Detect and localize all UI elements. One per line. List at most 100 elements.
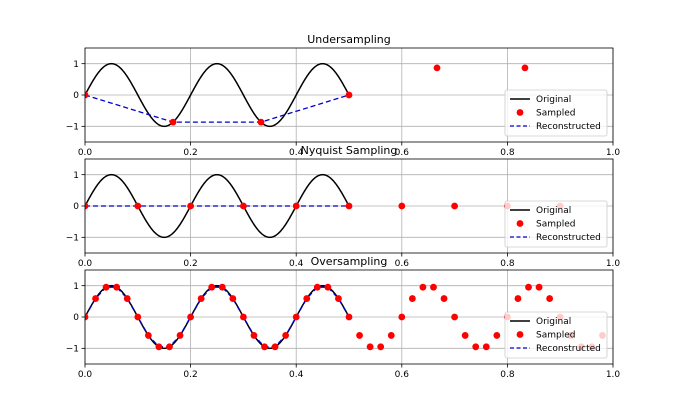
x-tick-label: 0.8 <box>500 370 515 380</box>
legend-box <box>504 89 608 137</box>
subplot-1: 0.0 0.2 0.4 0.6 0.8 1.0 1 0 −1 Original Sampled Rec… <box>66 47 621 158</box>
legend-sampled-label: Sampled <box>536 331 575 341</box>
y-tick-label: −1 <box>66 345 79 355</box>
x-tick-label: 0.2 <box>183 370 197 380</box>
sampled-point <box>419 283 427 291</box>
x-tick-label: 0.2 <box>183 259 197 269</box>
sampled-point <box>257 118 265 126</box>
subplot-title: Oversampling <box>311 255 388 268</box>
sampled-point <box>176 332 184 339</box>
sampled-point <box>85 202 89 210</box>
sampled-point <box>187 313 195 321</box>
legend-box <box>504 200 608 248</box>
sampled-point <box>356 332 363 339</box>
x-tick-label: 1.0 <box>606 259 621 269</box>
sampled-point <box>535 283 543 291</box>
sampled-point <box>440 295 448 302</box>
sampled-point <box>229 295 237 302</box>
sampled-point <box>398 313 406 321</box>
x-tick-label: 0.0 <box>78 259 93 269</box>
sampled-point <box>493 332 501 339</box>
sampled-point <box>134 313 142 321</box>
y-tick-label: 1 <box>73 60 79 70</box>
sampled-point <box>461 332 469 339</box>
reconstructed-signal-line <box>85 286 350 348</box>
sampled-point <box>345 91 353 99</box>
x-tick-label: 0.0 <box>78 370 93 380</box>
sampled-point <box>208 283 216 291</box>
sampled-point <box>451 202 458 210</box>
x-tick-label: 1.0 <box>606 148 621 158</box>
sampled-point <box>546 295 554 302</box>
sampled-point <box>92 295 99 302</box>
x-tick-label: 0.4 <box>289 259 304 269</box>
sampled-point <box>240 202 247 210</box>
legend-sampled-label: Sampled <box>536 109 575 119</box>
x-tick-label: 1.0 <box>606 370 621 380</box>
sampled-point <box>482 343 490 351</box>
legend: Original Sampled Reconstructed <box>504 200 608 248</box>
sampled-point <box>240 313 247 321</box>
sampled-point <box>451 313 458 321</box>
sampled-point <box>250 332 258 339</box>
legend-sampled-swatch <box>516 109 524 116</box>
sampled-point <box>155 343 163 351</box>
y-tick-label: 0 <box>73 313 79 323</box>
axes-frame <box>84 269 614 365</box>
axes-frame <box>84 47 614 143</box>
plot-area <box>85 62 529 128</box>
sampled-point <box>345 202 353 210</box>
x-tick-label: 0.4 <box>289 148 304 158</box>
legend-reconstructed-label: Reconstructed <box>536 344 601 354</box>
sampled-point <box>261 343 268 351</box>
sampled-point <box>169 118 177 126</box>
reconstructed-signal-line <box>85 94 350 123</box>
y-tick-label: 0 <box>73 91 79 101</box>
x-tick-label: 0.4 <box>289 370 304 380</box>
y-tick-label: 0 <box>73 202 79 212</box>
legend-sampled-swatch <box>516 331 524 338</box>
legend: Original Sampled Reconstructed <box>504 89 608 137</box>
sampled-point <box>197 295 205 302</box>
legend-sampled-swatch <box>516 220 524 227</box>
subplot-title: Nyquist Sampling <box>301 144 398 157</box>
x-tick-label: 0.6 <box>395 370 410 380</box>
sampled-point <box>345 313 353 321</box>
sampled-point <box>377 343 385 351</box>
sampled-point <box>123 295 131 302</box>
x-tick-label: 0.6 <box>395 148 410 158</box>
sampled-point <box>514 295 522 302</box>
sampled-point <box>521 64 529 72</box>
sampled-point <box>85 313 89 321</box>
sampled-point <box>335 295 342 302</box>
original-signal-line <box>85 62 350 128</box>
x-tick-label: 0.0 <box>78 148 93 158</box>
sampled-point <box>313 283 321 291</box>
sampled-point <box>398 202 406 210</box>
legend-original-label: Original <box>536 95 571 105</box>
sampled-point <box>134 202 142 210</box>
sampled-point <box>387 332 395 339</box>
sampled-point <box>102 283 110 291</box>
legend-box <box>504 311 608 359</box>
axes-frame <box>84 158 614 254</box>
sampled-point <box>525 283 532 291</box>
legend: Original Sampled Reconstructed <box>504 311 608 359</box>
y-tick-label: 1 <box>73 282 79 292</box>
legend-original-label: Original <box>536 317 571 327</box>
subplot-2: 0.0 0.2 0.4 0.6 0.8 1.0 1 0 −1 Original Sampled Rec… <box>66 158 621 269</box>
sampled-point <box>292 313 300 321</box>
legend-sampled-label: Sampled <box>536 220 575 230</box>
sampled-point <box>433 64 441 72</box>
x-tick-label: 0.2 <box>183 148 197 158</box>
sampled-point <box>303 295 311 302</box>
y-tick-label: −1 <box>66 234 79 244</box>
sampled-point <box>292 202 300 210</box>
sampled-point <box>366 343 374 351</box>
x-tick-label: 0.8 <box>500 148 515 158</box>
x-tick-label: 0.8 <box>500 259 515 269</box>
original-signal-line <box>85 173 350 239</box>
sampled-point <box>166 343 173 351</box>
legend-original-label: Original <box>536 206 571 216</box>
